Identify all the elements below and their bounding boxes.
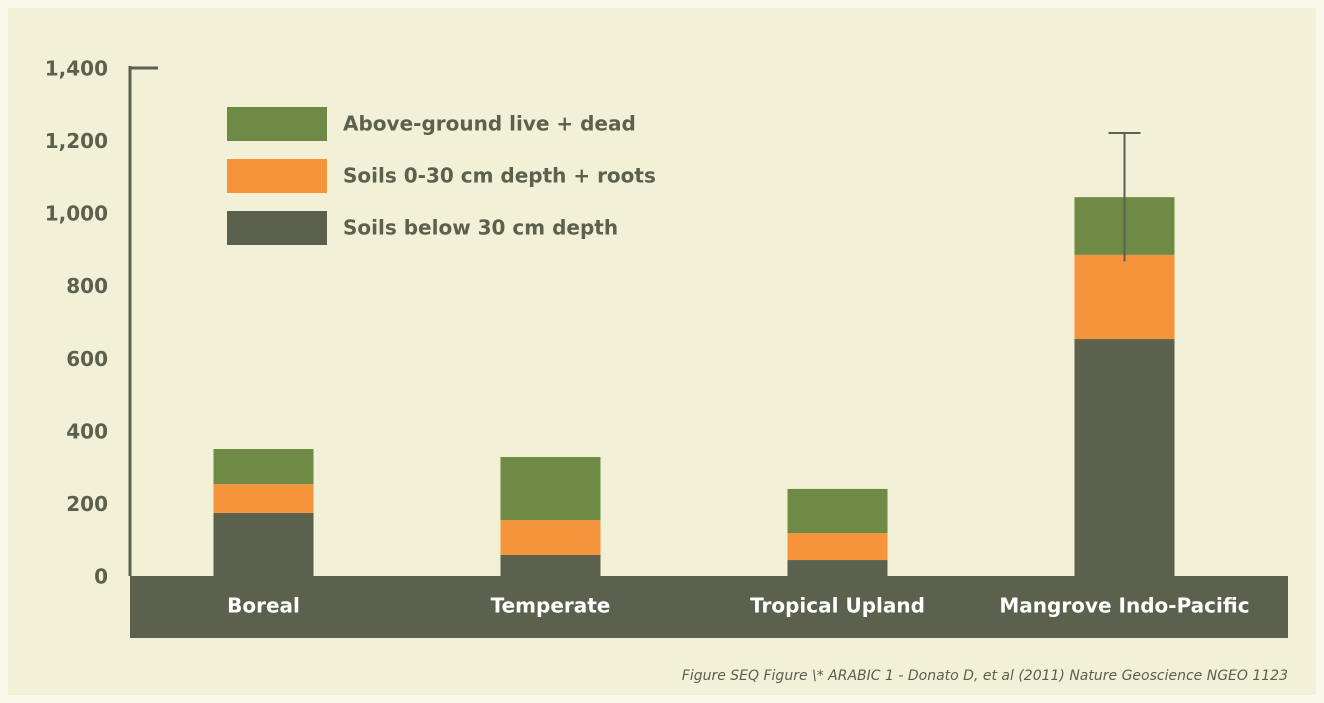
bar-segment <box>213 484 314 513</box>
x-tick-label: Tropical Upland <box>750 594 925 618</box>
legend-label: Above-ground live + dead <box>343 112 636 136</box>
y-tick-label: 1,200 <box>45 129 108 153</box>
bar-segment <box>787 488 888 534</box>
y-tick-label: 200 <box>66 492 108 516</box>
y-tick-label: 400 <box>66 419 108 443</box>
bar-segment <box>787 560 888 576</box>
bar-segment <box>1074 339 1175 576</box>
x-tick-label: Boreal <box>227 594 300 618</box>
bar-segment <box>500 456 601 521</box>
legend-label: Soils 0-30 cm depth + roots <box>343 164 656 188</box>
legend-swatch <box>227 159 327 193</box>
legend-swatch <box>227 107 327 141</box>
x-tick-label: Mangrove Indo-Pacific <box>999 594 1249 618</box>
legend-swatch <box>227 211 327 245</box>
caption: Figure SEQ Figure \* ARABIC 1 - Donato D… <box>682 668 1288 684</box>
bar-segment <box>213 512 314 576</box>
error-bar <box>1108 131 1141 262</box>
legend-label: Soils below 30 cm depth <box>343 216 618 240</box>
y-tick-label: 0 <box>94 565 108 589</box>
bar-segment <box>787 533 888 561</box>
bar-segment <box>500 520 601 555</box>
bar-segment <box>500 554 601 576</box>
x-tick-label: Temperate <box>491 594 611 618</box>
y-tick-label: 800 <box>66 274 108 298</box>
bar-segment <box>1074 254 1175 340</box>
x-axis-band <box>130 576 1288 638</box>
y-tick-label: 600 <box>66 347 108 371</box>
y-tick-label: 1,000 <box>45 202 108 226</box>
y-tick-label: 1,400 <box>45 57 108 81</box>
bar-segment <box>213 449 314 485</box>
